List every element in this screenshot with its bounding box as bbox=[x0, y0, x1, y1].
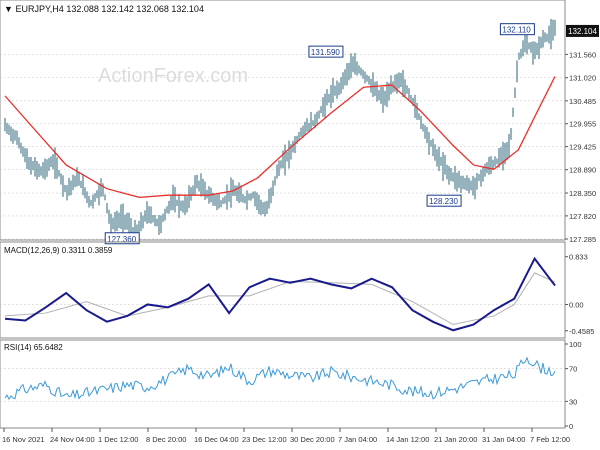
macd-main-line bbox=[4, 256, 556, 332]
price-annotation-box bbox=[499, 23, 535, 36]
x-tick-label: 16 Nov 2021 bbox=[2, 435, 45, 444]
current-price-box bbox=[566, 24, 599, 37]
rsi-line bbox=[4, 356, 556, 401]
macd-signal-line bbox=[4, 272, 556, 326]
rsi-tick-label: 100 bbox=[569, 340, 582, 349]
price-annotation-box bbox=[104, 232, 140, 245]
moving-average-series bbox=[4, 76, 556, 198]
rsi-title: RSI(14) 65.6482 bbox=[4, 343, 63, 352]
price-tick-label: 131.020 bbox=[569, 74, 596, 83]
x-tick-label: 23 Dec 12:00 bbox=[242, 435, 287, 444]
price-tick-label: 127.820 bbox=[569, 212, 596, 221]
price-tick-label: 129.955 bbox=[569, 120, 596, 129]
x-tick-label: 21 Jan 20:00 bbox=[434, 435, 477, 444]
x-tick-label: 1 Dec 12:00 bbox=[98, 435, 138, 444]
rsi-panel-frame bbox=[0, 339, 566, 429]
price-tick-label: 127.285 bbox=[569, 235, 596, 244]
time-x-axis: 16 Nov 2021 24 Nov 04:00 1 Dec 12:00 8 Dec … bbox=[2, 428, 570, 444]
rsi-panel[interactable]: RSI(14) 65.6482 100 70 30 0 bbox=[0, 339, 582, 431]
macd-title: MACD(12,26,9) 0.3311 0.3859 bbox=[4, 246, 113, 255]
macd-tick-label: 0.833 bbox=[569, 253, 588, 262]
price-tick-label: 129.425 bbox=[569, 143, 596, 152]
rsi-y-axis: 100 70 30 0 bbox=[565, 340, 582, 431]
rsi-tick-label: 30 bbox=[569, 397, 577, 406]
moving-average-line bbox=[4, 76, 556, 198]
symbol-text: EURJPY,H4 bbox=[15, 4, 63, 14]
x-tick-label: 14 Jan 12:00 bbox=[386, 435, 429, 444]
x-tick-label: 31 Jan 04:00 bbox=[482, 435, 525, 444]
price-annotation-box bbox=[426, 194, 462, 207]
price-annotation-label: 132.110 bbox=[502, 26, 531, 35]
macd-series bbox=[4, 256, 556, 332]
price-annotations: 131.590 132.110 127.360 128.230 bbox=[104, 23, 535, 245]
x-tick-label: 16 Dec 04:00 bbox=[194, 435, 239, 444]
price-tick-label: 131.560 bbox=[569, 50, 596, 59]
current-price-label: 132.104 bbox=[568, 27, 597, 36]
price-panel[interactable]: ActionForex.com 131.590 132.110 127.360 128… bbox=[0, 0, 599, 245]
ohlc-text: 132.088 132.142 132.068 132.104 bbox=[66, 4, 204, 14]
price-y-axis: 132.104 131.560 131.020 130.485 129.955 129.4… bbox=[565, 24, 599, 244]
price-tick-label: 128.890 bbox=[569, 166, 596, 175]
rsi-tick-label: 70 bbox=[569, 365, 577, 374]
triangle-down-icon: ▼ bbox=[4, 4, 13, 14]
x-tick-label: 24 Nov 04:00 bbox=[50, 435, 95, 444]
macd-tick-label: -0.4585 bbox=[569, 327, 594, 336]
price-annotation-label: 127.360 bbox=[107, 235, 136, 244]
price-annotation-label: 131.590 bbox=[311, 48, 340, 57]
macd-panel-frame bbox=[0, 241, 566, 339]
x-tick-label: 8 Dec 20:00 bbox=[146, 435, 186, 444]
macd-tick-label: 0.00 bbox=[569, 300, 584, 309]
price-annotation-box bbox=[308, 45, 344, 58]
price-annotation-label: 128.230 bbox=[429, 197, 458, 206]
symbol-label: ▼ EURJPY,H4 132.088 132.142 132.068 132.… bbox=[4, 4, 204, 14]
price-tick-label: 128.350 bbox=[569, 189, 596, 198]
x-tick-label: 7 Feb 12:00 bbox=[530, 435, 570, 444]
macd-panel[interactable]: MACD(12,26,9) 0.3311 0.3859 0.833 0.00 -0.… bbox=[0, 241, 594, 339]
macd-y-axis: 0.833 0.00 -0.4585 bbox=[565, 253, 594, 336]
price-panel-frame bbox=[0, 0, 566, 241]
rsi-series bbox=[4, 356, 556, 401]
x-tick-label: 30 Dec 20:00 bbox=[290, 435, 335, 444]
watermark: ActionForex.com bbox=[98, 65, 248, 87]
price-tick-label: 130.485 bbox=[569, 97, 596, 106]
x-tick-label: 7 Jan 04:00 bbox=[338, 435, 377, 444]
rsi-tick-label: 0 bbox=[569, 422, 573, 431]
